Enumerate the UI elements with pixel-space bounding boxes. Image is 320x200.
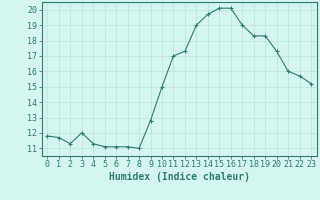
X-axis label: Humidex (Indice chaleur): Humidex (Indice chaleur): [109, 172, 250, 182]
